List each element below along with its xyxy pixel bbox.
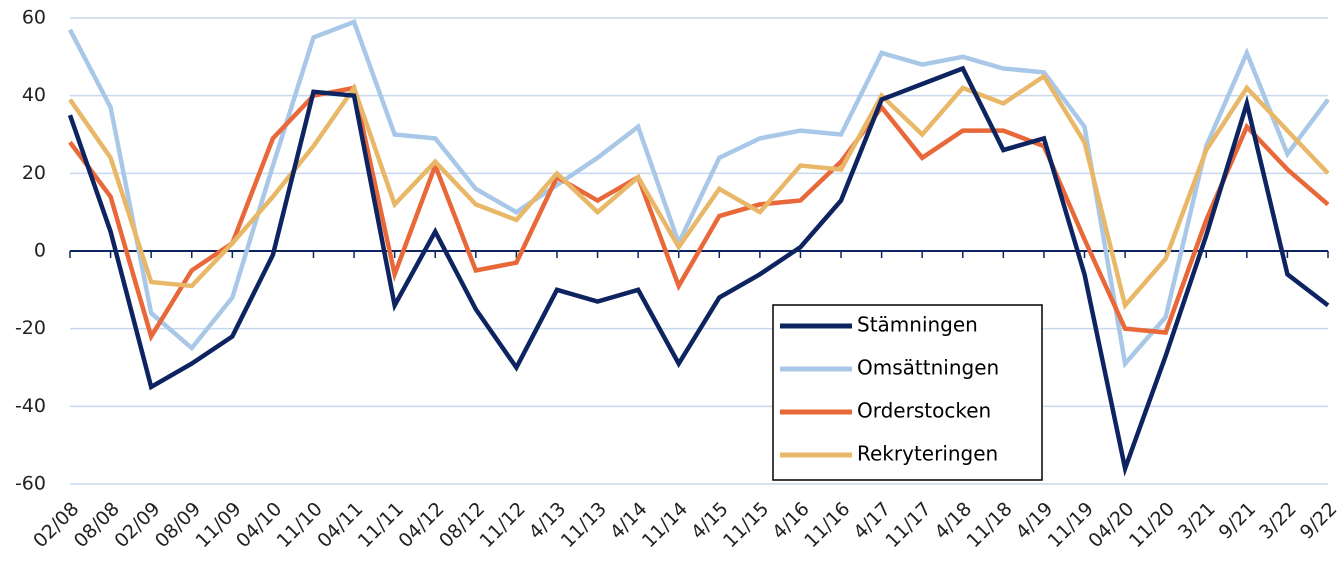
x-tick-label: 04/12	[394, 498, 448, 552]
x-tick-label: 11/18	[962, 498, 1016, 552]
x-tick-label: 11/09	[191, 498, 245, 552]
x-tick-label: 9/22	[1296, 498, 1337, 544]
series-line	[68, 18, 1330, 369]
x-tick-label: 02/09	[110, 498, 164, 552]
x-tick-label: 02/08	[29, 498, 83, 552]
y-tick-label: 60	[22, 7, 46, 29]
series-line	[68, 73, 1330, 311]
x-tick-label: 04/11	[313, 498, 367, 552]
x-tick-label: 11/13	[557, 498, 611, 552]
y-tick-label: -60	[15, 473, 46, 495]
x-tick-label: 3/21	[1174, 498, 1220, 544]
series-line	[68, 85, 1330, 342]
x-tick-label: 11/11	[354, 498, 408, 552]
x-tick-label: 11/16	[800, 498, 854, 552]
x-tick-label: 11/20	[1125, 498, 1179, 552]
y-tick-label: 20	[22, 162, 46, 184]
x-tick-label: 08/09	[151, 498, 205, 552]
x-tick-label: 11/14	[638, 498, 692, 552]
y-tick-label: -40	[15, 395, 46, 417]
legend-box	[772, 304, 1043, 481]
x-tick-label: 11/15	[719, 498, 773, 552]
y-tick-label: 0	[34, 240, 46, 262]
y-tick-label: -20	[15, 317, 46, 339]
legend-label: Orderstocken	[857, 399, 991, 423]
series-line	[67, 65, 1330, 477]
x-tick-label: 11/19	[1044, 498, 1098, 552]
y-tick-label: 40	[22, 84, 46, 106]
x-tick-label: 11/10	[273, 498, 327, 552]
x-tick-label: 08/08	[70, 498, 124, 552]
x-tick-label: 9/21	[1215, 498, 1261, 544]
x-tick-label: 11/17	[881, 498, 935, 552]
x-tick-label: 11/12	[476, 498, 530, 552]
x-tick-label: 04/10	[232, 498, 286, 552]
legend-label: Stämningen	[857, 313, 978, 337]
legend-label: Rekryteringen	[857, 442, 998, 466]
x-tick-label: 04/20	[1084, 498, 1138, 552]
x-tick-label: 3/22	[1255, 498, 1301, 544]
legend-label: Omsättningen	[857, 356, 999, 380]
legend: Stämningen Omsättningen Orderstocken Rekryt…	[772, 304, 1043, 481]
x-tick-label: 08/12	[435, 498, 489, 552]
